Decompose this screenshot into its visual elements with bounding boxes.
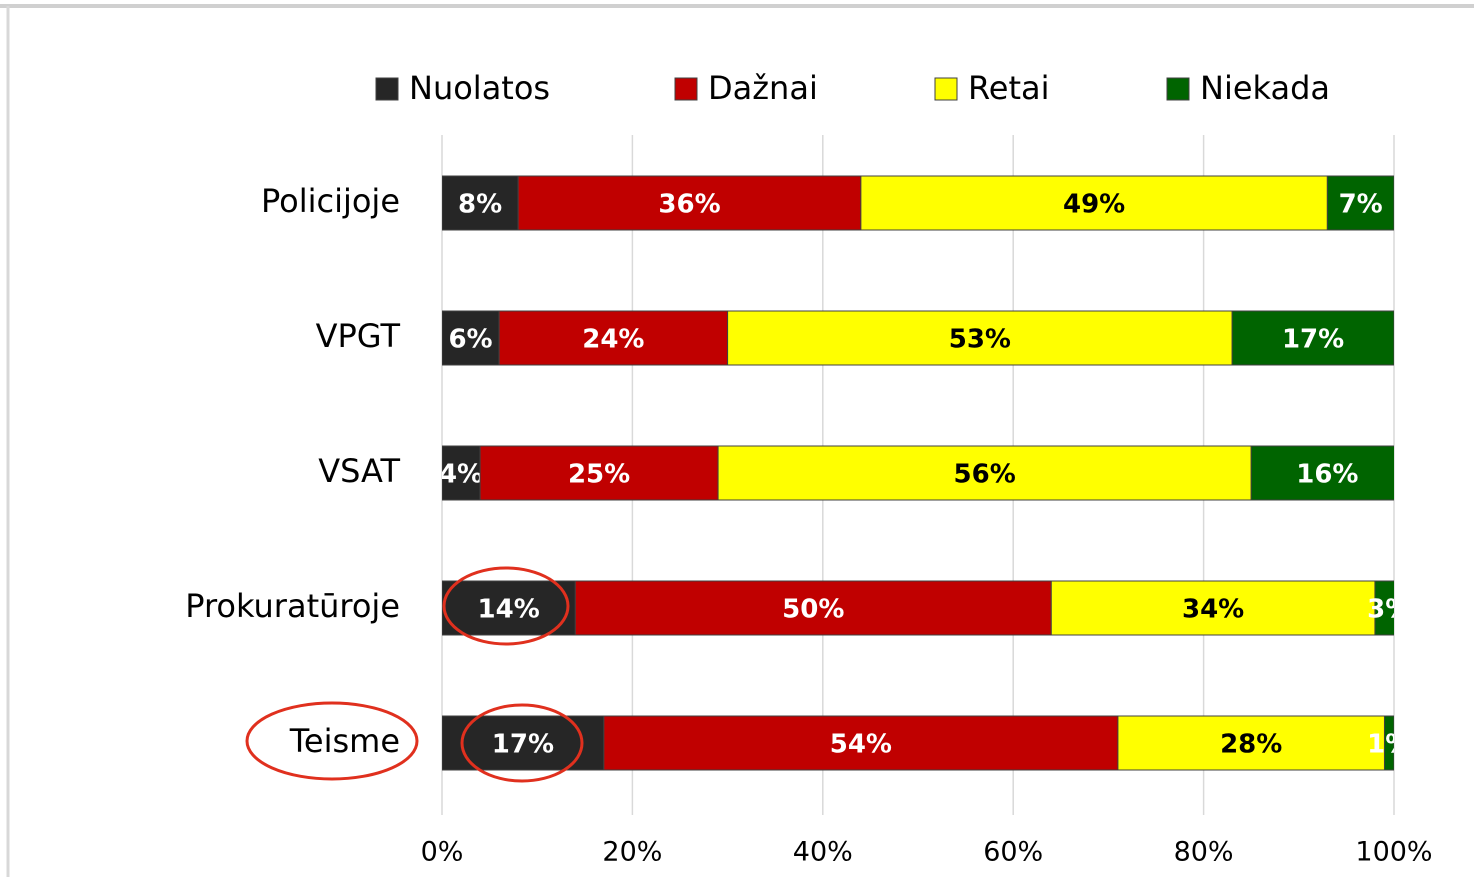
y-tick-label: Policijoje bbox=[261, 182, 400, 220]
bar-segment bbox=[1383, 715, 1394, 771]
bar-segment bbox=[1326, 175, 1394, 231]
bar-segment bbox=[1050, 580, 1376, 636]
labels: 0% 20% 40% 60% 80% 100% Policijoje VPGT VSAT Prok… bbox=[185, 69, 1432, 868]
data-label: 36% bbox=[658, 190, 720, 220]
highlight-ellipse bbox=[442, 566, 570, 646]
data-label: 3% bbox=[1367, 595, 1411, 625]
legend-label: Niekada bbox=[1200, 69, 1330, 107]
y-tick-label: VPGT bbox=[316, 317, 401, 355]
data-label: 24% bbox=[582, 325, 644, 355]
legend-swatch bbox=[375, 77, 399, 101]
legend-label: Nuolatos bbox=[409, 69, 550, 107]
bar-segment bbox=[1374, 580, 1394, 636]
y-tick-label: Prokuratūroje bbox=[185, 587, 400, 625]
legend-swatch bbox=[934, 77, 958, 101]
legend-label: Dažnai bbox=[708, 69, 818, 107]
x-tick-label: 80% bbox=[1174, 837, 1234, 868]
data-label: 34% bbox=[1182, 595, 1244, 625]
data-label: 25% bbox=[568, 460, 630, 490]
data-label: 17% bbox=[492, 730, 554, 760]
bar-segment bbox=[517, 175, 862, 231]
data-label: 14% bbox=[478, 595, 540, 625]
bar-segment bbox=[574, 580, 1052, 636]
annotations bbox=[245, 566, 584, 783]
data-label: 49% bbox=[1063, 190, 1125, 220]
data-label: 50% bbox=[782, 595, 844, 625]
data-label: 6% bbox=[448, 325, 492, 355]
data-label: 7% bbox=[1339, 190, 1383, 220]
data-label: 54% bbox=[830, 730, 892, 760]
data-label: 16% bbox=[1296, 460, 1358, 490]
x-tick-label: 60% bbox=[983, 837, 1043, 868]
data-label: 53% bbox=[949, 325, 1011, 355]
legend-swatch bbox=[674, 77, 698, 101]
data-label: 17% bbox=[1282, 325, 1344, 355]
data-label: 28% bbox=[1220, 730, 1282, 760]
highlight-ellipse bbox=[245, 701, 419, 781]
bars: 8% 36% 49% 7% 6% 24% 53% 17% 4% 25% 56% 16% 14% 50% 34… bbox=[439, 175, 1411, 771]
bar-segment bbox=[442, 445, 481, 501]
bar-segment bbox=[727, 310, 1233, 366]
legend-label: Retai bbox=[968, 69, 1050, 107]
bar-segment bbox=[1231, 310, 1394, 366]
highlight-ellipse bbox=[460, 703, 584, 783]
x-tick-label: 40% bbox=[793, 837, 853, 868]
bar-segment bbox=[1250, 445, 1394, 501]
legend-swatch bbox=[1166, 77, 1190, 101]
y-tick-label: Teisme bbox=[289, 722, 400, 760]
bar-segment bbox=[1117, 715, 1385, 771]
data-label: 8% bbox=[458, 190, 502, 220]
x-tick-label: 20% bbox=[602, 837, 662, 868]
data-label: 4% bbox=[439, 460, 483, 490]
x-tick-label: 100% bbox=[1355, 837, 1432, 868]
data-label: 56% bbox=[954, 460, 1016, 490]
data-label: 1% bbox=[1367, 730, 1411, 760]
bar-segment bbox=[603, 715, 1119, 771]
bar-segment bbox=[717, 445, 1252, 501]
x-tick-label: 0% bbox=[421, 837, 464, 868]
bar-segment bbox=[479, 445, 719, 501]
bar-segment bbox=[442, 175, 519, 231]
y-tick-label: VSAT bbox=[318, 452, 400, 490]
bar-segment bbox=[442, 310, 500, 366]
